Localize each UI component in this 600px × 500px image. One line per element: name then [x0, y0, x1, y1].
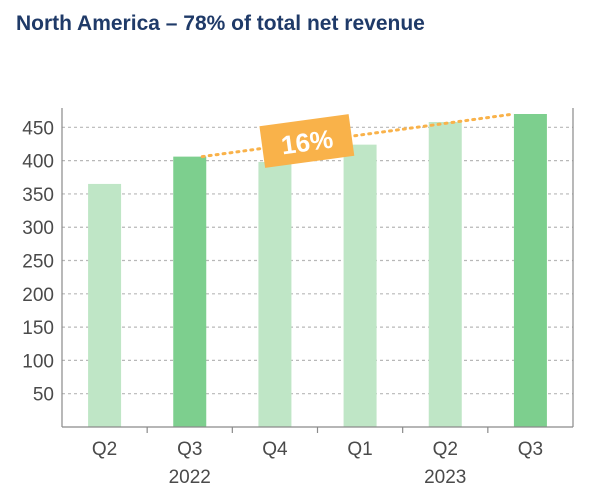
y-tick-label: 150: [22, 318, 54, 339]
x-tick-label: Q3: [518, 439, 543, 460]
chart-title: North America – 78% of total net revenue: [16, 12, 425, 35]
y-tick-label: 350: [22, 185, 54, 206]
grid-layer: [62, 126, 573, 395]
growth-badge-text: 16%: [279, 124, 335, 161]
x-tick-label: Q4: [262, 439, 288, 460]
bar-q3-5: [513, 114, 547, 427]
bar-q2-0: [88, 183, 122, 427]
year-label-2022: 2022: [169, 467, 211, 488]
year-label-2023: 2023: [424, 467, 466, 488]
y-tick-label: 250: [22, 252, 54, 273]
bar-layer: [88, 114, 547, 428]
label-layer: 50 100 150 200 250 300 350 400 450 Q2 Q3 Q4 Q1 Q2 Q3 20…: [22, 118, 543, 488]
bar-q3-1: [173, 156, 207, 427]
x-tick-label: Q2: [92, 439, 117, 460]
y-tick-label: 200: [22, 285, 54, 306]
bar-q4-2: [258, 161, 292, 428]
x-tick-label: Q1: [347, 439, 372, 460]
x-tick-label: Q2: [433, 439, 458, 460]
bar-q2-4: [428, 121, 462, 427]
y-tick-label: 50: [33, 385, 54, 406]
axis-layer: [61, 108, 574, 433]
x-tick-label: Q3: [177, 439, 202, 460]
annotation-layer: 16%: [200, 112, 516, 168]
y-tick-label: 300: [22, 218, 54, 239]
y-tick-label: 100: [22, 351, 54, 372]
y-tick-label: 450: [22, 118, 54, 139]
growth-badge-background: [259, 114, 355, 168]
growth-badge: 16%: [259, 114, 355, 168]
bar-q1-3: [343, 144, 377, 428]
trend-line: [200, 112, 516, 159]
y-tick-label: 400: [22, 152, 54, 173]
